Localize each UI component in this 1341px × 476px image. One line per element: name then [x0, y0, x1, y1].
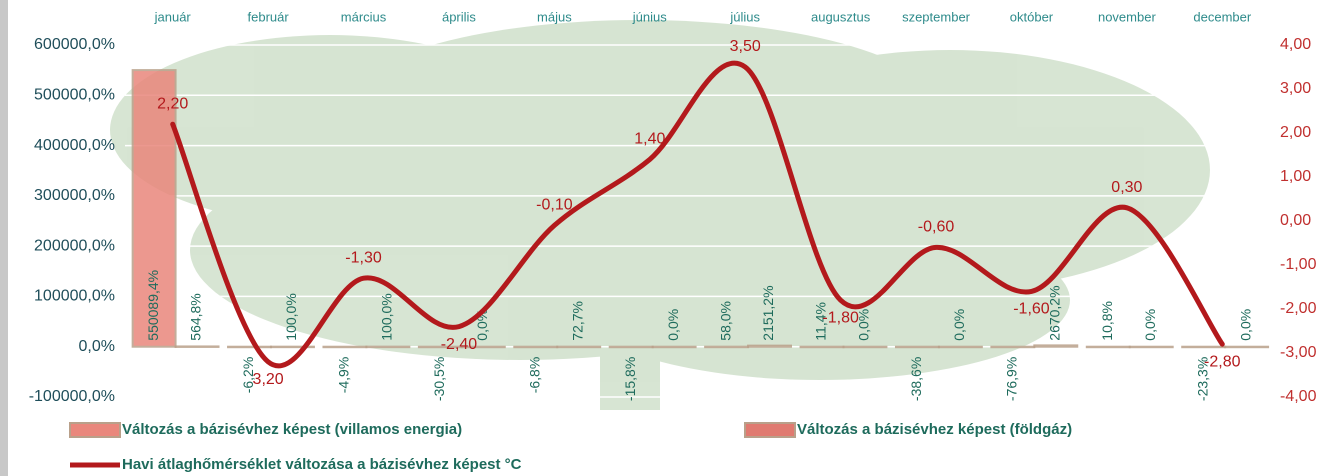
bar — [894, 345, 940, 349]
y2-tick-label: 2,00 — [1280, 124, 1311, 141]
bar — [174, 345, 220, 348]
x-tick-label: július — [729, 9, 760, 24]
frame-left — [0, 0, 8, 476]
x-tick-label: október — [1010, 9, 1054, 24]
bar-value-label: 0,0% — [951, 309, 967, 341]
bar-value-label: 550089,4% — [145, 270, 161, 341]
line — [170, 60, 1225, 369]
x-tick-label: január — [154, 9, 192, 24]
y-tick-label: 500000,0% — [34, 87, 115, 104]
bar — [269, 345, 315, 349]
bar — [556, 345, 602, 349]
bar — [131, 69, 177, 348]
bar — [608, 345, 654, 349]
bar — [1033, 344, 1079, 348]
bar-value-label: -6,8% — [526, 357, 542, 394]
legend-swatch — [744, 422, 796, 438]
x-tick-label: április — [442, 9, 476, 24]
line-value-label: 0,30 — [1111, 179, 1142, 196]
bar — [460, 345, 506, 349]
line-value-label: 2,20 — [157, 95, 188, 112]
line-value-label: -1,80 — [822, 309, 859, 326]
bar — [842, 345, 888, 349]
bar-value-label: 0,0% — [856, 309, 872, 341]
bar-value-label: 0,0% — [1237, 309, 1253, 341]
bar-value-label: -4,9% — [336, 357, 352, 394]
bar — [1181, 345, 1227, 349]
line-value-label: -0,10 — [536, 197, 573, 214]
bar — [513, 345, 559, 349]
x-tick-label: december — [1193, 9, 1251, 24]
bar-value-label: -38,6% — [908, 357, 924, 401]
x-tick-label: május — [537, 9, 572, 24]
bar — [799, 345, 845, 349]
line-value-label: -2,40 — [441, 336, 478, 353]
line-value-label: -1,30 — [345, 249, 382, 266]
tree-backdrop — [110, 20, 1210, 410]
y2-tick-label: 0,00 — [1280, 212, 1311, 229]
line-value-label: 3,50 — [730, 38, 761, 55]
line-value-label: 3,20 — [253, 371, 284, 388]
line-value-label: -0,60 — [918, 219, 955, 236]
y-tick-label: 200000,0% — [34, 237, 115, 254]
bar — [704, 345, 750, 349]
x-tick-label: szeptember — [902, 9, 971, 24]
bar-value-label: 100,0% — [379, 293, 395, 340]
bar — [747, 344, 793, 348]
y-tick-label: 300000,0% — [34, 187, 115, 204]
y-tick-label: 100000,0% — [34, 288, 115, 305]
y-tick-label: -100000,0% — [29, 388, 115, 405]
bar-value-label: 0,0% — [1142, 309, 1158, 341]
bar-value-label: -6,2% — [240, 357, 256, 394]
tree-trunk — [600, 300, 660, 410]
y2-tick-label: -4,00 — [1280, 388, 1317, 405]
bar-value-label: -15,8% — [622, 357, 638, 401]
bar-value-label: -76,9% — [1004, 357, 1020, 401]
x-tick-label: augusztus — [811, 9, 871, 24]
x-tick-label: június — [632, 9, 667, 24]
y2-tick-label: 3,00 — [1280, 80, 1311, 97]
bar — [651, 345, 697, 349]
bar — [322, 345, 368, 349]
bar — [937, 345, 983, 349]
bar-value-label: -23,3% — [1194, 357, 1210, 401]
bar-value-label: 100,0% — [283, 293, 299, 340]
tree-blob — [570, 220, 1070, 380]
bar — [1128, 345, 1174, 349]
bar-value-label: 2151,2% — [760, 285, 776, 340]
bar — [990, 345, 1036, 349]
bar — [365, 345, 411, 349]
y-tick-label: 0,0% — [79, 338, 115, 355]
y-tick-label: 600000,0% — [34, 36, 115, 53]
line-value-label: -1,60 — [1013, 301, 1050, 318]
x-tick-label: november — [1098, 9, 1156, 24]
y2-tick-label: 4,00 — [1280, 36, 1311, 53]
bar — [1224, 345, 1270, 349]
bar-value-label: 72,7% — [569, 301, 585, 341]
legend-label: Változás a bázisévhez képest (földgáz) — [797, 421, 1072, 438]
legend-swatch — [69, 422, 121, 438]
y2-tick-label: -1,00 — [1280, 256, 1317, 273]
bar-value-label: 564,8% — [188, 293, 204, 340]
y2-tick-label: -3,00 — [1280, 344, 1317, 361]
bar — [1085, 345, 1131, 349]
x-tick-label: február — [248, 9, 290, 24]
bar-value-label: 0,0% — [665, 309, 681, 341]
legend-label: Változás a bázisévhez képest (villamos e… — [122, 421, 462, 438]
y2-tick-label: -2,00 — [1280, 300, 1317, 317]
bar-value-label: 10,8% — [1099, 301, 1115, 341]
bar-value-label: 2670,2% — [1046, 285, 1062, 340]
x-tick-label: március — [341, 9, 387, 24]
bar-value-label: 58,0% — [717, 301, 733, 341]
y-tick-label: 400000,0% — [34, 137, 115, 154]
bar-value-label: -30,5% — [431, 357, 447, 401]
line-value-label: 1,40 — [634, 131, 665, 148]
bar — [227, 345, 272, 349]
bar-value-label: 11,4% — [813, 302, 829, 341]
line-value-label: -2,80 — [1204, 353, 1241, 370]
y2-tick-label: 1,00 — [1280, 168, 1311, 185]
legend-label: Havi átlaghőmérséklet változása a bázisé… — [122, 456, 522, 473]
